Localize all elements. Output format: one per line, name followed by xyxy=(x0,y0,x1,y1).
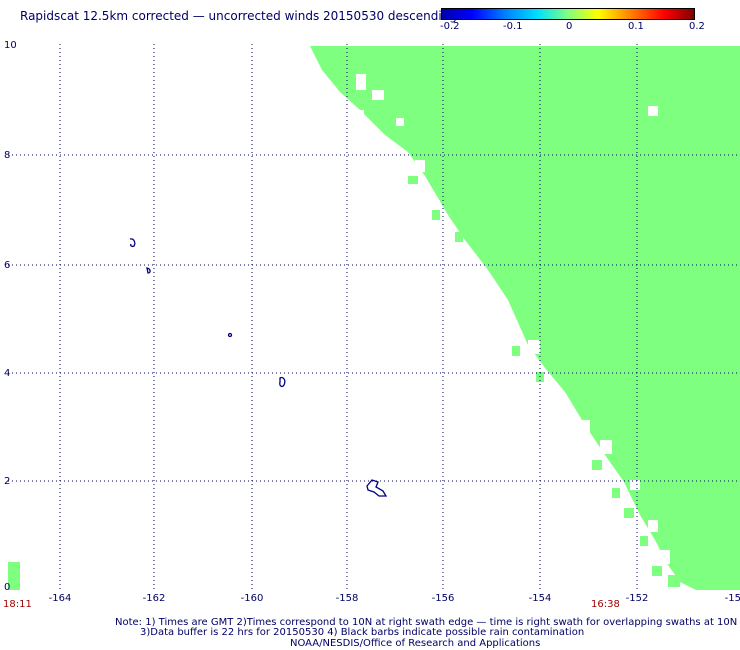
colorbar-label-high: 0.1 xyxy=(628,21,644,32)
swath-cell xyxy=(548,340,556,348)
swath-gap xyxy=(430,200,440,210)
swath-cell xyxy=(652,566,662,576)
y-tick-label: 2 xyxy=(4,476,10,487)
swath-cell xyxy=(668,575,680,587)
swath-gap xyxy=(506,330,520,340)
colorbar-label-min: -0.2 xyxy=(440,21,460,32)
map-title: Rapidscat 12.5km corrected — uncorrected… xyxy=(20,9,457,23)
time-label-right: 16:38 xyxy=(591,599,620,610)
y-tick-label: 10 xyxy=(4,40,17,51)
x-tick-label: -152 xyxy=(626,593,649,604)
swath-cell xyxy=(408,176,418,184)
swath-cell xyxy=(432,210,440,220)
x-tick-label: -158 xyxy=(336,593,359,604)
island-2 xyxy=(146,267,151,274)
wind-swath-region xyxy=(8,46,740,590)
swath-gap xyxy=(648,106,658,116)
swath-gap xyxy=(356,74,366,90)
footnote-line-1: Note: 1) Times are GMT 2)Times correspon… xyxy=(115,617,738,628)
x-tick-label: -162 xyxy=(143,593,166,604)
swath-cell xyxy=(640,536,648,546)
x-tick-label: -154 xyxy=(529,593,552,604)
swath-cell xyxy=(612,488,620,498)
colorbar-label-max: 0.2 xyxy=(689,21,705,32)
color-scale-bar xyxy=(441,8,695,20)
colorbar-label-zero: 0 xyxy=(566,21,573,32)
island-1 xyxy=(129,238,136,248)
x-tick-label: -150 xyxy=(725,593,740,604)
swath-gap xyxy=(660,550,670,564)
swath-gap xyxy=(356,110,364,124)
island-coastlines xyxy=(129,238,388,497)
swath-gap xyxy=(528,340,540,354)
x-tick-label: -160 xyxy=(241,593,264,604)
x-tick-label: -156 xyxy=(432,593,455,604)
swath-gap xyxy=(630,480,640,490)
swath-gap xyxy=(555,396,565,408)
colorbar-label-low: -0.1 xyxy=(503,21,523,32)
swath-corner-patch xyxy=(8,562,20,590)
y-tick-label: 0 xyxy=(4,582,10,593)
x-tick-label: -164 xyxy=(49,593,72,604)
time-label-left: 18:11 xyxy=(3,599,32,610)
swath-cell xyxy=(512,346,520,356)
swath-cell xyxy=(455,232,463,242)
swath-gap xyxy=(396,118,404,126)
y-tick-label: 8 xyxy=(4,150,10,161)
footnote-line-2: 3)Data buffer is 22 hrs for 20150530 4) … xyxy=(140,627,585,638)
island-3 xyxy=(227,332,233,338)
island-5 xyxy=(366,479,388,497)
swath-gap xyxy=(372,90,384,100)
y-tick-label: 4 xyxy=(4,368,10,379)
swath-gap xyxy=(600,440,612,454)
island-4 xyxy=(279,376,286,388)
lat-lon-grid xyxy=(8,44,740,590)
swath-gap xyxy=(415,160,425,172)
swath-cell xyxy=(624,508,634,518)
footnote-line-3: NOAA/NESDIS/Office of Research and Appli… xyxy=(290,638,541,649)
swath-fill xyxy=(310,46,740,590)
swath-gap xyxy=(648,520,658,532)
swath-gap xyxy=(580,420,590,434)
swath-cell xyxy=(592,460,602,470)
y-tick-label: 6 xyxy=(4,260,10,271)
